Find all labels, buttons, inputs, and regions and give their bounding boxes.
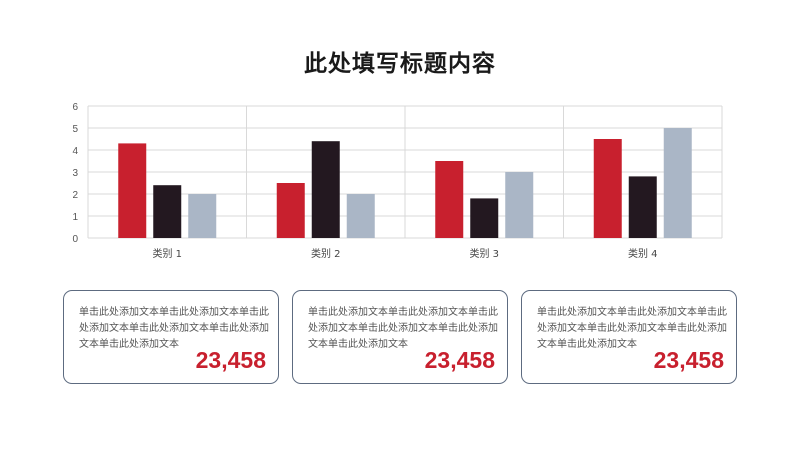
card-text: 单击此处添加文本单击此处添加文本单击此处添加文本单击此处添加文本单击此处添加文本…	[537, 307, 727, 350]
bar	[505, 172, 534, 238]
bar	[118, 143, 147, 238]
y-tick-label: 3	[72, 168, 78, 179]
y-tick-label: 6	[72, 102, 78, 113]
bar	[435, 161, 464, 238]
y-tick-label: 0	[72, 234, 78, 245]
card-value: 23,458	[424, 347, 495, 373]
page-title: 此处填写标题内容	[304, 51, 496, 77]
y-tick-label: 1	[72, 212, 78, 223]
stat-card-2: 单击此处添加文本单击此处添加文本单击此处添加文本单击此处添加文本单击此处添加文本…	[292, 290, 508, 384]
x-tick-label: 类别 3	[469, 247, 499, 260]
card-value: 23,458	[653, 347, 724, 373]
x-tick-label: 类别 1	[152, 247, 182, 260]
y-tick-label: 5	[72, 124, 78, 135]
card-value: 23,458	[195, 347, 266, 373]
stat-card-3: 单击此处添加文本单击此处添加文本单击此处添加文本单击此处添加文本单击此处添加文本…	[521, 290, 737, 384]
bar	[311, 141, 340, 238]
bar	[153, 185, 182, 238]
y-tick-label: 2	[72, 190, 78, 201]
bar	[628, 176, 657, 238]
bar	[663, 128, 692, 238]
card-text: 单击此处添加文本单击此处添加文本单击此处添加文本单击此处添加文本单击此处添加文本…	[308, 307, 498, 350]
bar-chart: 0 1 2 3 4 5 6 类别 1 类别 2 类别 3 类别 4	[72, 102, 723, 260]
bar	[593, 139, 622, 238]
x-tick-label: 类别 4	[628, 247, 658, 260]
stat-card-1: 单击此处添加文本单击此处添加文本单击此处添加文本单击此处添加文本单击此处添加文本…	[63, 290, 279, 384]
bar	[276, 183, 305, 238]
card-text: 单击此处添加文本单击此处添加文本单击此处添加文本单击此处添加文本单击此处添加文本…	[79, 307, 269, 350]
bar	[188, 194, 217, 238]
y-tick-label: 4	[72, 146, 78, 157]
bar	[470, 198, 499, 238]
x-tick-label: 类别 2	[311, 247, 341, 260]
bar	[346, 194, 375, 238]
